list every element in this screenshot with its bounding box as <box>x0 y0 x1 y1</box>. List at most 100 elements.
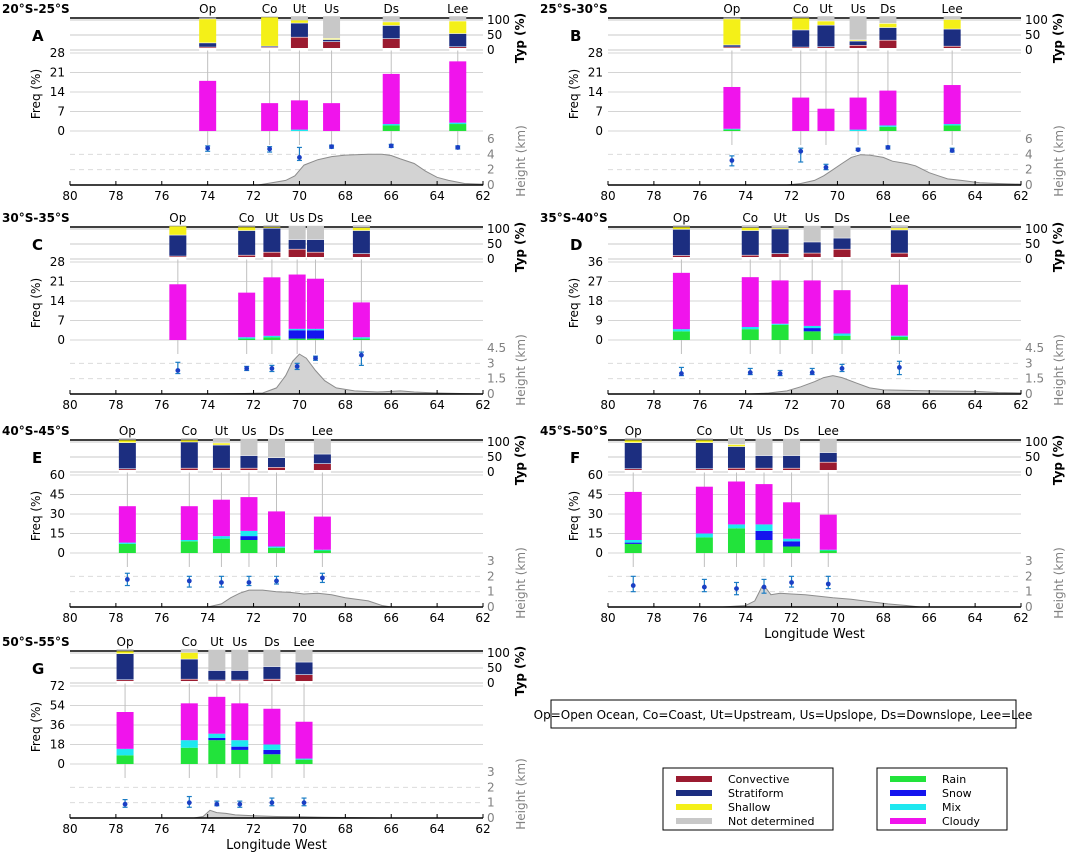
typ-tick-label: 0 <box>1025 465 1033 479</box>
bar-baseline <box>783 471 801 473</box>
bar-mix <box>819 549 837 551</box>
bar-convective <box>295 675 313 681</box>
bar-not-determined <box>890 225 908 228</box>
height-marker <box>455 145 461 150</box>
typ-tick-label: 100 <box>1025 13 1048 27</box>
terrain-profile <box>608 375 1022 395</box>
typ-tick-label: 100 <box>487 13 510 27</box>
bar-baseline <box>180 471 198 473</box>
region-us: Us <box>323 2 341 150</box>
typ-axis-label: Typ (%) <box>1051 222 1065 272</box>
bar-convective <box>741 255 759 257</box>
x-tick-label: 74 <box>200 189 215 203</box>
bar-cloudy <box>672 272 690 330</box>
freq-tick-label: 14 <box>50 294 65 308</box>
region-lee: Lee <box>351 211 372 366</box>
height-marker <box>214 801 220 807</box>
bar-baseline <box>263 258 281 260</box>
bar-rain <box>180 747 198 764</box>
freq-tick-label: 0 <box>57 757 65 771</box>
height-marker <box>186 578 192 584</box>
freq-tick-label: 30 <box>588 507 603 521</box>
x-tick-label: 74 <box>738 611 753 625</box>
bar-mix <box>727 524 745 529</box>
x-tick-label: 66 <box>384 611 399 625</box>
bar-cloudy <box>261 103 279 131</box>
bar-baseline <box>240 471 258 473</box>
region-label: Us <box>756 424 771 438</box>
bar-convective <box>833 249 851 257</box>
bar-convective <box>783 468 801 470</box>
legend-swatch <box>890 776 926 782</box>
height-marker <box>885 145 891 150</box>
bar-stratiform <box>783 455 801 468</box>
height-marker <box>297 155 302 160</box>
bar-mix <box>212 536 230 539</box>
x-tick-label: 66 <box>922 611 937 625</box>
typ-tick-label: 50 <box>1025 450 1040 464</box>
bar-not-determined <box>208 649 226 671</box>
bar-stratiform <box>288 239 306 249</box>
bar-convective <box>240 468 258 470</box>
panel-title: 45°S-50°S <box>540 424 608 438</box>
bar-cloudy <box>624 491 642 540</box>
bar-shallow <box>352 227 370 231</box>
x-tick-label: 66 <box>922 189 937 203</box>
bar-convective <box>323 42 341 48</box>
legend-swatch <box>676 804 712 810</box>
abbreviation-box-border <box>550 699 1017 729</box>
bar-not-determined <box>199 17 217 19</box>
bar-not-determined <box>723 17 741 19</box>
bar-rain <box>727 528 745 553</box>
height-tick-label: 1.5 <box>487 372 506 386</box>
region-label: Us <box>290 211 305 225</box>
bar-cloudy <box>268 511 285 547</box>
typ-axis-label: Typ (%) <box>513 13 527 63</box>
region-label: Co <box>742 211 758 225</box>
typ-tick-label: 50 <box>1025 237 1040 251</box>
height-tick-label: 0 <box>487 600 495 614</box>
bar-stratiform <box>231 670 249 680</box>
bar-baseline <box>263 682 281 684</box>
bar-baseline <box>771 258 789 260</box>
bar-mix <box>180 740 198 748</box>
bar-baseline <box>180 682 198 684</box>
region-label: Lee <box>293 635 314 649</box>
bar-not-determined <box>771 225 789 228</box>
bar-convective <box>290 37 308 48</box>
height-tick-label: 2 <box>487 569 495 583</box>
bar-mix <box>771 323 789 325</box>
bar-baseline <box>449 49 467 51</box>
height-axis-label: Height (km) <box>1052 334 1066 405</box>
bar-convective <box>352 254 370 257</box>
height-marker <box>313 355 318 361</box>
region-label: Co <box>696 424 712 438</box>
bar-not-determined <box>261 16 279 17</box>
bar-not-determined <box>238 225 256 227</box>
height-tick-label: 0 <box>487 811 495 825</box>
x-tick-label: 62 <box>1013 611 1028 625</box>
bar-rain <box>295 759 313 764</box>
bar-cloudy <box>833 290 851 334</box>
bar-baseline <box>695 471 713 473</box>
height-tick-label: 4 <box>487 147 495 161</box>
bar-rain <box>624 543 642 553</box>
typ-tick-label: 100 <box>487 435 510 449</box>
bar-rain <box>783 546 801 553</box>
region-lee: Lee <box>889 211 910 376</box>
bar-rain <box>449 124 467 131</box>
bar-not-determined <box>118 438 136 440</box>
bar-convective <box>817 47 835 48</box>
terrain-profile <box>70 353 484 395</box>
freq-tick-label: 27 <box>588 275 603 289</box>
bar-rain <box>263 337 281 340</box>
bar-stratiform <box>268 458 285 467</box>
region-label: Op <box>117 635 134 649</box>
bar-not-determined <box>741 225 759 228</box>
region-label: Us <box>805 211 820 225</box>
bar-mix <box>755 524 773 531</box>
panel-letter: G <box>32 660 44 678</box>
bar-snow <box>803 328 821 332</box>
